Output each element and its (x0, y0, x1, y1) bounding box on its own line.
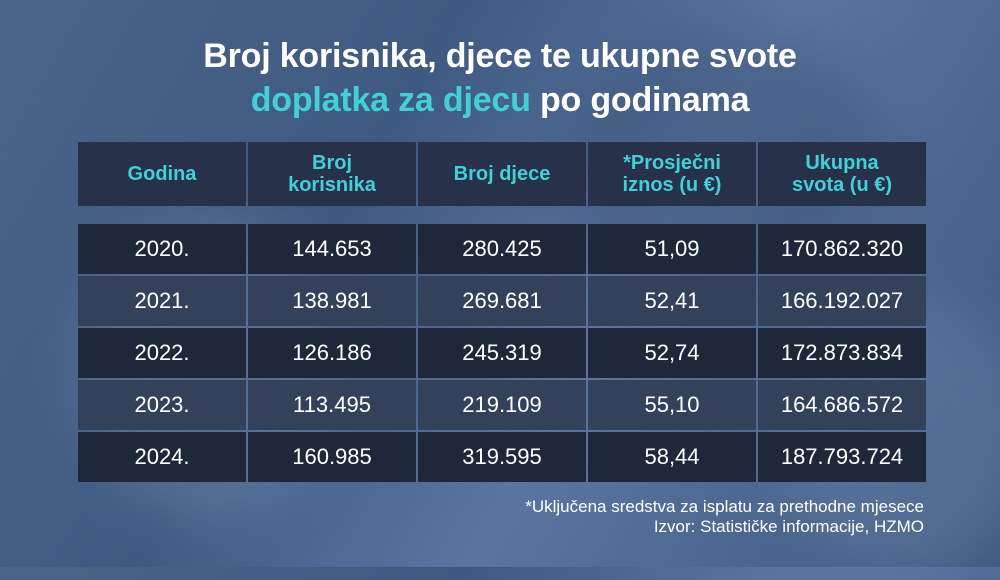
value-cell: 52,41 (588, 276, 756, 326)
data-table: Godina Broj korisnika Broj djece *Prosječ… (76, 140, 928, 484)
value-cell: 219.109 (418, 380, 586, 430)
value-cell: 138.981 (248, 276, 416, 326)
table-row: 2022. 126.186 245.319 52,74 172.873.834 (78, 328, 926, 378)
value-cell: 55,10 (588, 380, 756, 430)
column-header: Broj korisnika (248, 142, 416, 206)
value-cell: 280.425 (418, 224, 586, 274)
title-line-2: doplatka za djecu po godinama (0, 78, 1000, 122)
title-line-1: Broj korisnika, djece te ukupne svote (203, 37, 797, 75)
source-note: Izvor: Statističke informacije, HZMO (653, 517, 924, 536)
footnote: *Uključena sredstva za isplatu za pretho… (525, 497, 924, 516)
year-cell: 2021. (78, 276, 246, 326)
value-cell: 269.681 (418, 276, 586, 326)
year-cell: 2024. (78, 432, 246, 482)
value-cell: 170.862.320 (758, 224, 926, 274)
column-header: Ukupna svota (u €) (758, 142, 926, 206)
value-cell: 113.495 (248, 380, 416, 430)
table-row: 2024. 160.985 319.595 58,44 187.793.724 (78, 432, 926, 482)
year-cell: 2020. (78, 224, 246, 274)
value-cell: 245.319 (418, 328, 586, 378)
column-header: Broj djece (418, 142, 586, 206)
title-rest: po godinama (539, 81, 750, 119)
table-row: 2023. 113.495 219.109 55,10 164.686.572 (78, 380, 926, 430)
value-cell: 160.985 (248, 432, 416, 482)
table-row: 2020. 144.653 280.425 51,09 170.862.320 (78, 224, 926, 274)
value-cell: 166.192.027 (758, 276, 926, 326)
value-cell: 164.686.572 (758, 380, 926, 430)
footnotes: *Uključena sredstva za isplatu za pretho… (525, 497, 924, 537)
header-spacer (78, 208, 926, 222)
value-cell: 144.653 (248, 224, 416, 274)
value-cell: 319.595 (418, 432, 586, 482)
chart-title: Broj korisnika, djece te ukupne svote do… (0, 34, 1000, 122)
year-cell: 2023. (78, 380, 246, 430)
value-cell: 51,09 (588, 224, 756, 274)
title-accent: doplatka za djecu (250, 81, 531, 119)
value-cell: 172.873.834 (758, 328, 926, 378)
column-header: Godina (78, 142, 246, 206)
header-row: Godina Broj korisnika Broj djece *Prosječ… (78, 142, 926, 206)
value-cell: 187.793.724 (758, 432, 926, 482)
year-cell: 2022. (78, 328, 246, 378)
column-header: *Prosječni iznos (u €) (588, 142, 756, 206)
value-cell: 126.186 (248, 328, 416, 378)
value-cell: 52,74 (588, 328, 756, 378)
table-row: 2021. 138.981 269.681 52,41 166.192.027 (78, 276, 926, 326)
value-cell: 58,44 (588, 432, 756, 482)
